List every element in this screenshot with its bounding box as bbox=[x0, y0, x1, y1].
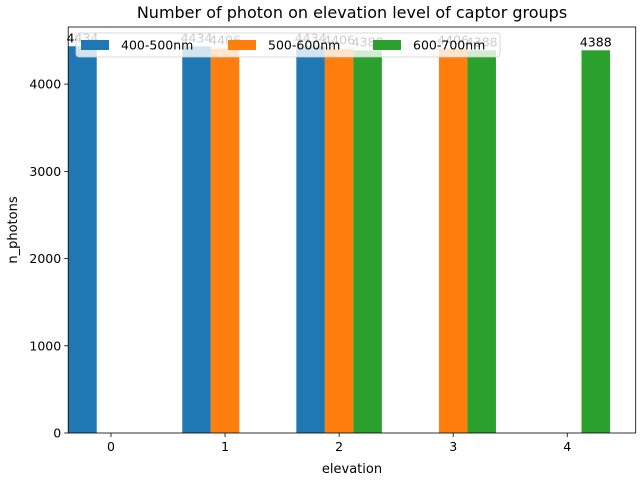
legend-label: 500-600nm bbox=[268, 38, 340, 53]
bar-600-700nm-elevation-3 bbox=[467, 50, 496, 433]
bars-layer bbox=[68, 46, 611, 434]
y-tick-label: 4000 bbox=[29, 77, 61, 92]
x-axis-ticks: 0 1 2 3 4 bbox=[107, 433, 571, 454]
bar-400-500nm-elevation-0 bbox=[68, 46, 97, 434]
y-axis-ticks: 0 1000 2000 3000 4000 bbox=[29, 77, 69, 441]
legend: 400-500nm 500-600nm 600-700nm bbox=[75, 32, 501, 58]
y-axis-label: n_photons bbox=[6, 196, 21, 263]
y-tick-label: 3000 bbox=[29, 164, 61, 179]
bar-600-700nm-elevation-4 bbox=[581, 50, 611, 433]
y-tick-label: 1000 bbox=[29, 338, 61, 353]
x-tick-label: 1 bbox=[221, 439, 229, 454]
legend-box bbox=[75, 32, 501, 58]
plot-frame bbox=[67, 26, 637, 434]
legend-swatch bbox=[228, 40, 256, 50]
bar-400-500nm-elevation-1 bbox=[182, 46, 211, 434]
y-tick-label: 2000 bbox=[29, 251, 61, 266]
bar-400-500nm-elevation-2 bbox=[296, 46, 325, 434]
legend-label: 600-700nm bbox=[413, 38, 485, 53]
legend-swatch bbox=[81, 40, 109, 50]
x-tick-label: 0 bbox=[107, 439, 115, 454]
legend-label: 400-500nm bbox=[121, 38, 193, 53]
legend-swatch bbox=[373, 40, 401, 50]
bar-500-600nm-elevation-2 bbox=[324, 48, 354, 434]
x-tick-label: 4 bbox=[563, 439, 571, 454]
chart-title: Number of photon on elevation level of c… bbox=[137, 3, 567, 22]
x-tick-label: 3 bbox=[449, 439, 457, 454]
x-tick-label: 2 bbox=[335, 439, 343, 454]
bar-value-label: 4388 bbox=[580, 34, 612, 49]
y-tick-label: 0 bbox=[53, 426, 61, 441]
bar-500-600nm-elevation-3 bbox=[438, 48, 468, 434]
bar-600-700nm-elevation-2 bbox=[353, 50, 382, 433]
x-axis-label: elevation bbox=[322, 462, 382, 477]
bar-500-600nm-elevation-1 bbox=[210, 48, 240, 434]
